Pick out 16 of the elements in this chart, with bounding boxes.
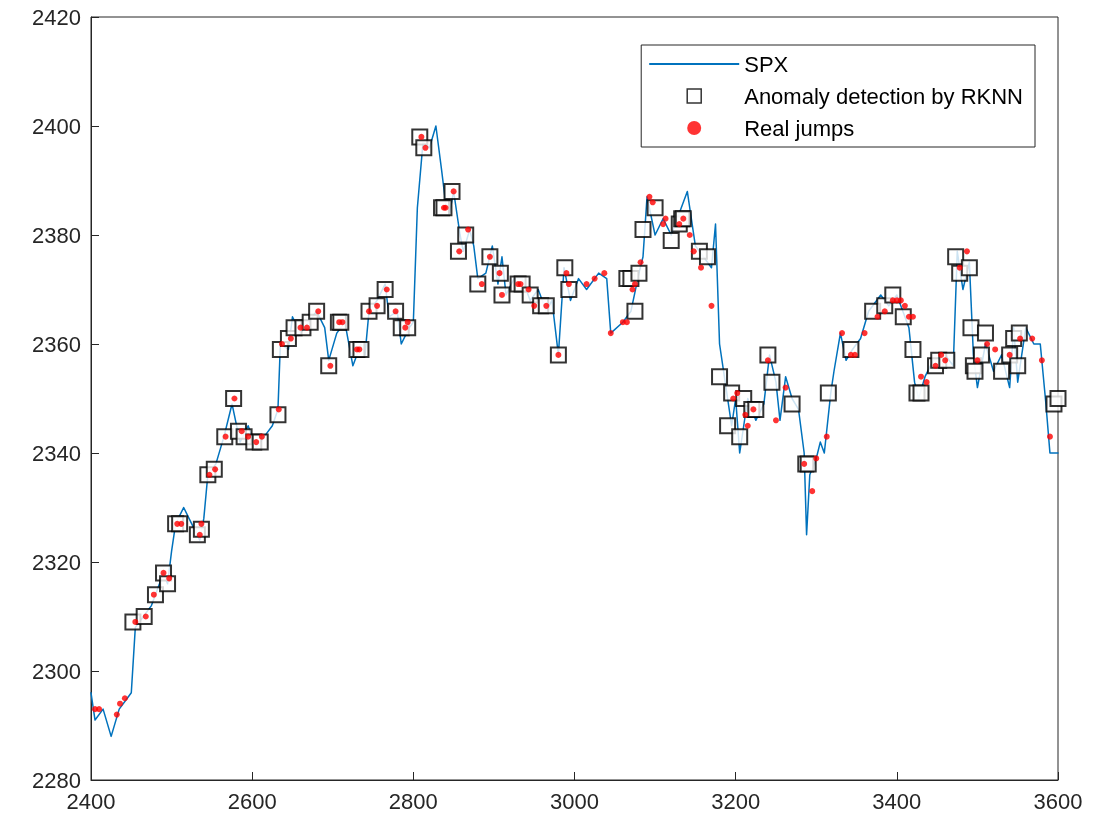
x-tick-label: 2600: [227, 788, 277, 814]
y-tick-label: 2380: [32, 222, 81, 248]
x-tick-label: 2800: [388, 788, 438, 814]
y-tick-label: 2320: [32, 549, 81, 575]
y-tick-label: 2400: [32, 113, 81, 139]
y-tick-label: 2300: [32, 658, 81, 684]
y-tick-label: 2340: [32, 440, 81, 466]
legend-label: Anomaly detection by RKNN: [744, 83, 1023, 109]
legend-label: SPX: [744, 51, 789, 77]
y-tick-label: 2420: [32, 4, 81, 30]
x-tick-label: 3200: [711, 788, 761, 814]
x-tick-label: 3000: [550, 788, 599, 814]
x-tick-label: 3600: [1033, 788, 1083, 814]
legend-label: Real jumps: [744, 115, 855, 141]
x-tick-label: 3400: [872, 788, 922, 814]
y-tick-label: 2360: [32, 331, 81, 357]
